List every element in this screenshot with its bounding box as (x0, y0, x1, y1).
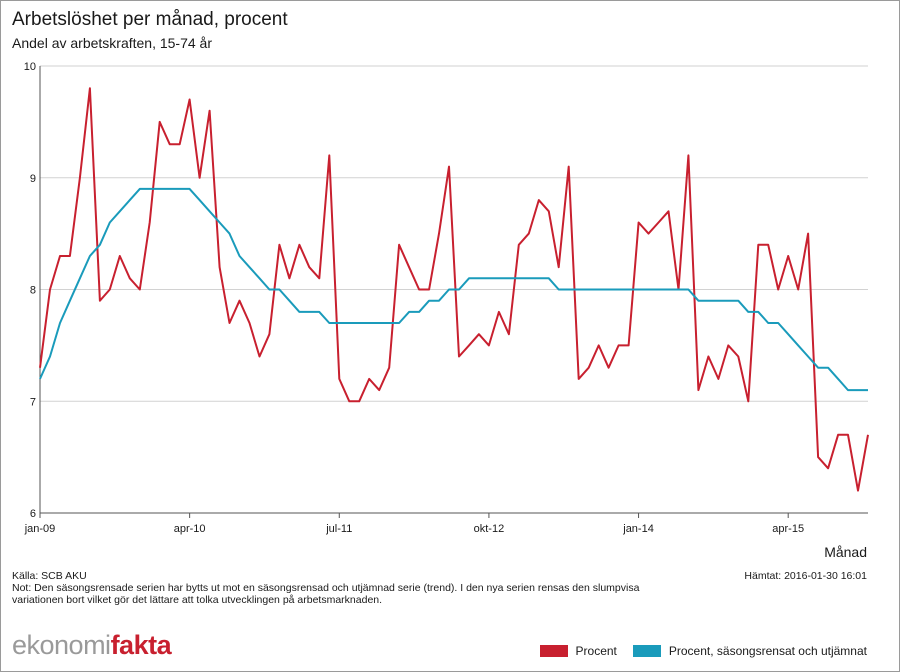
line-chart: 6 7 8 9 10 jan-09 apr-10 jul-11 okt-12 jan-14 apr-… (24, 61, 869, 535)
logo-part-2: fakta (110, 630, 172, 660)
x-axis-label: Månad (824, 544, 867, 560)
chart-subtitle: Andel av arbetskraften, 15-74 år (12, 35, 213, 51)
x-tick-label-apr-15: apr-15 (772, 523, 804, 535)
legend-swatch-procent (539, 645, 568, 657)
chart-legend: Procent Procent, säsongsrensat och utjäm… (524, 644, 867, 658)
y-tick-label-7: 7 (30, 396, 36, 408)
x-tick-label-jan-09: jan-09 (24, 523, 56, 535)
chart-title: Arbetslöshet per månad, procent (12, 9, 288, 30)
x-tick-label-jan-14: jan-14 (622, 523, 654, 535)
y-tick-label-8: 8 (30, 285, 36, 297)
y-tick-label-9: 9 (30, 173, 36, 185)
y-tick-label-10: 10 (24, 61, 36, 73)
footnote: Not: Den säsongsrensade serien har bytts… (12, 582, 640, 606)
x-tick-label-okt-12: okt-12 (474, 523, 505, 535)
source-text: Källa: SCB AKU (12, 570, 87, 582)
x-tick-label-jul-11: jul-11 (325, 523, 352, 535)
legend-label-procent: Procent (575, 644, 617, 658)
legend-label-trend: Procent, säsongsrensat och utjämnat (668, 644, 867, 658)
fetched-timestamp: Hämtat: 2016-01-30 16:01 (744, 570, 867, 582)
legend-swatch-trend (632, 645, 661, 657)
legend-item-trend: Procent, säsongsrensat och utjämnat (632, 644, 867, 658)
x-tick-label-apr-10: apr-10 (174, 523, 206, 535)
legend-item-procent: Procent (539, 644, 617, 658)
logo-part-1: ekonomi (12, 630, 111, 660)
series-line-procent (39, 87, 869, 492)
ekonomifakta-logo[interactable]: ekonomifakta (12, 630, 172, 661)
series-line-trend (39, 187, 868, 392)
y-tick-label-6: 6 (30, 508, 36, 520)
